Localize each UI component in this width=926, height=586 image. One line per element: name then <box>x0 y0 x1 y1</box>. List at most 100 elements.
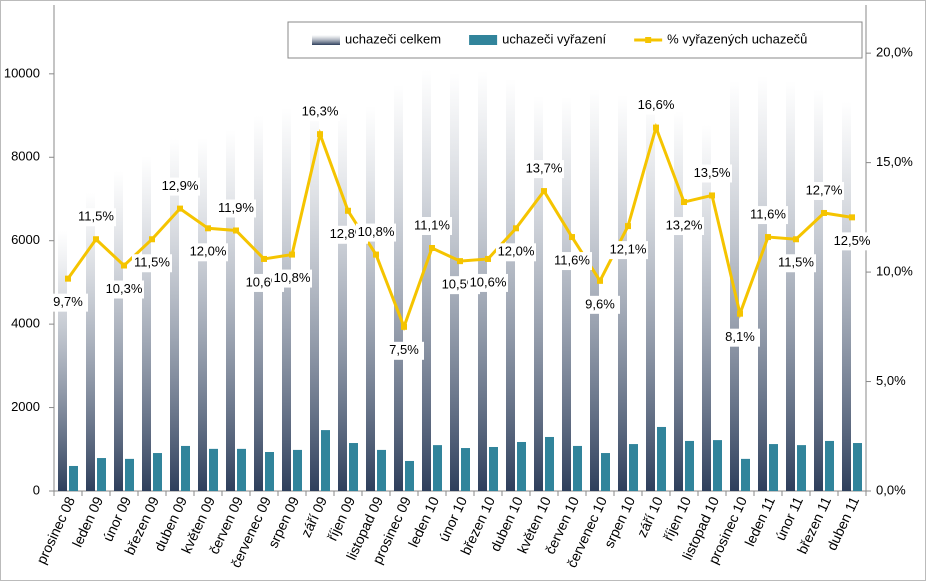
bar <box>114 171 123 491</box>
bar <box>97 458 106 491</box>
bar <box>741 458 750 491</box>
legend-box <box>287 21 863 59</box>
line-marker <box>513 225 519 232</box>
bar <box>534 95 543 491</box>
line-marker <box>597 277 603 284</box>
y-tick-label: 0 <box>33 482 40 497</box>
value-label-bg <box>356 223 396 242</box>
legend-label: uchazeči vyřazení <box>502 31 606 46</box>
value-label: 11,1% <box>414 217 450 232</box>
y2-tick-label: 10,0% <box>876 264 913 279</box>
bar <box>338 113 347 491</box>
bar <box>366 105 375 492</box>
line-marker <box>317 131 323 138</box>
y-tick-label: 6000 <box>11 232 40 247</box>
line-marker <box>681 199 687 206</box>
bar <box>674 110 683 492</box>
bar <box>310 109 319 491</box>
value-label: 11,9% <box>218 200 254 215</box>
line-marker <box>849 214 855 221</box>
line-marker <box>233 227 239 234</box>
value-label-bg <box>664 217 704 236</box>
value-label-bg <box>748 206 788 225</box>
legend-swatch-marker <box>645 37 652 43</box>
value-label: 10,6% <box>470 274 507 289</box>
bar <box>646 99 655 492</box>
y-tick-label: 2000 <box>11 399 40 414</box>
value-label-bg <box>720 328 760 347</box>
line-marker <box>149 236 155 243</box>
legend-label: uchazeči celkem <box>345 31 441 46</box>
y-tick-label: 10000 <box>4 65 40 80</box>
bar <box>125 458 134 491</box>
bar <box>142 156 151 491</box>
line-marker <box>737 310 743 317</box>
value-label-bg <box>160 177 200 196</box>
value-label-bg <box>76 208 116 227</box>
value-label: 10,8% <box>274 270 311 285</box>
value-label-bg <box>272 269 312 288</box>
y2-tick-label: 15,0% <box>876 154 913 169</box>
bar <box>590 88 599 491</box>
bar <box>489 446 498 491</box>
line-marker <box>93 236 99 243</box>
bar <box>573 445 582 491</box>
line-marker <box>765 234 771 241</box>
y2-tick-label: 0,0% <box>876 482 906 497</box>
value-label-bg <box>216 199 256 218</box>
bar <box>825 440 834 491</box>
bar <box>713 440 722 491</box>
bar <box>814 89 823 491</box>
value-label: 13,2% <box>666 217 703 232</box>
value-label-bg <box>104 280 144 299</box>
bar <box>461 448 470 491</box>
value-label: 16,6% <box>638 97 675 112</box>
line-marker <box>653 124 659 131</box>
line-marker <box>569 234 575 241</box>
line-marker <box>205 225 211 232</box>
bar <box>69 465 78 491</box>
value-label: 9,7% <box>53 294 83 309</box>
value-label: 8,1% <box>725 329 755 344</box>
value-label-bg <box>776 254 816 273</box>
value-label: 11,5% <box>134 255 170 270</box>
bar <box>433 445 442 491</box>
bar <box>293 449 302 491</box>
value-label-bg <box>412 217 452 235</box>
bar <box>769 444 778 491</box>
y-tick-label: 4000 <box>11 316 40 331</box>
value-label: 10,8% <box>358 224 395 239</box>
bar <box>265 451 274 491</box>
value-label: 12,0% <box>190 244 227 259</box>
bar <box>282 108 291 491</box>
line-marker <box>429 245 435 251</box>
line-marker <box>373 251 379 258</box>
bar <box>405 460 414 491</box>
bar <box>226 129 235 492</box>
legend-swatch <box>469 35 498 45</box>
value-label: 12,5% <box>834 233 871 248</box>
bar <box>170 138 179 491</box>
value-label: 9,6% <box>585 296 615 311</box>
bar <box>545 436 554 491</box>
bar <box>321 430 330 491</box>
value-label-bg <box>524 160 564 179</box>
bar <box>853 443 862 491</box>
bar <box>797 445 806 491</box>
line-marker <box>709 192 715 199</box>
bar <box>86 192 95 491</box>
line-marker <box>289 251 295 258</box>
value-label-bg <box>188 243 228 262</box>
value-label-bg <box>804 181 844 200</box>
value-label-bg <box>132 254 172 273</box>
line-marker <box>485 255 491 262</box>
bar <box>349 443 358 491</box>
bar <box>842 101 851 491</box>
value-label-bg <box>384 341 424 360</box>
value-label-bg <box>552 252 592 271</box>
line-marker <box>177 205 183 212</box>
bar <box>685 440 694 491</box>
value-label-bg <box>468 273 508 292</box>
line-marker <box>345 207 351 214</box>
